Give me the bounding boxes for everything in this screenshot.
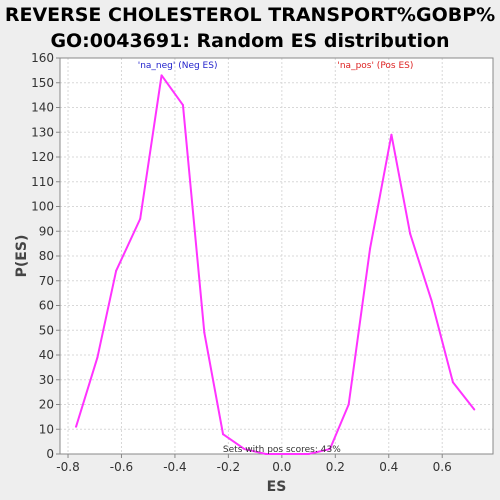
x-tick-label: 0.0 xyxy=(272,460,291,474)
data-point xyxy=(430,299,433,302)
y-axis-title: P(ES) xyxy=(14,235,30,278)
chart-title-line2: GO:0043691: Random ES distribution xyxy=(50,30,450,52)
x-tick-label: -0.6 xyxy=(110,460,133,474)
y-tick-label: 150 xyxy=(31,76,54,90)
y-tick-label: 130 xyxy=(31,125,54,139)
x-tick-label: 0.4 xyxy=(379,460,398,474)
footnote-label: Sets with pos scores: 43% xyxy=(223,445,341,455)
data-point xyxy=(286,453,289,455)
y-tick-label: 10 xyxy=(39,422,54,436)
y-tick-label: 80 xyxy=(39,249,54,263)
x-axis-title: ES xyxy=(267,479,287,495)
x-tick-label: -0.4 xyxy=(163,460,186,474)
data-point xyxy=(96,356,99,359)
x-tick-label: -0.2 xyxy=(217,460,240,474)
y-tick-label: 40 xyxy=(39,348,54,362)
data-point xyxy=(139,217,142,220)
data-point xyxy=(160,74,163,77)
chart-title-line1: REVERSE CHOLESTEROL TRANSPORT%GOBP% xyxy=(4,4,496,26)
y-tick-label: 160 xyxy=(31,51,54,65)
data-point xyxy=(181,104,184,107)
data-point xyxy=(115,269,118,272)
data-point xyxy=(347,403,350,406)
x-tick-label: 0.6 xyxy=(433,460,452,474)
data-point xyxy=(222,433,225,436)
y-tick-label: 110 xyxy=(31,175,54,189)
y-tick-label: 100 xyxy=(31,200,54,214)
data-point xyxy=(409,232,412,235)
x-tick-label: 0.2 xyxy=(326,460,345,474)
chart-title: REVERSE CHOLESTEROL TRANSPORT%GOBP% GO:0… xyxy=(0,2,500,54)
data-point xyxy=(203,331,206,334)
data-point xyxy=(390,133,393,136)
data-point xyxy=(307,453,310,455)
y-tick-label: 120 xyxy=(31,150,54,164)
data-point xyxy=(75,425,78,428)
y-tick-label: 70 xyxy=(39,274,54,288)
data-point xyxy=(243,448,246,451)
y-tick-label: 0 xyxy=(46,447,54,461)
y-tick-label: 140 xyxy=(31,101,54,115)
data-point xyxy=(264,453,267,455)
y-tick-label: 60 xyxy=(39,299,54,313)
data-point xyxy=(451,381,454,384)
x-tick-label: -0.8 xyxy=(56,460,79,474)
y-tick-label: 30 xyxy=(39,373,54,387)
series-line xyxy=(75,74,476,455)
annotation-label: 'na_neg' (Neg ES) xyxy=(138,61,218,71)
y-tick-label: 90 xyxy=(39,224,54,238)
annotation-label: 'na_pos' (Pos ES) xyxy=(337,61,413,71)
data-point xyxy=(328,448,331,451)
data-point xyxy=(369,247,372,250)
y-tick-label: 20 xyxy=(39,398,54,412)
data-point xyxy=(473,408,476,411)
y-tick-label: 50 xyxy=(39,323,54,337)
